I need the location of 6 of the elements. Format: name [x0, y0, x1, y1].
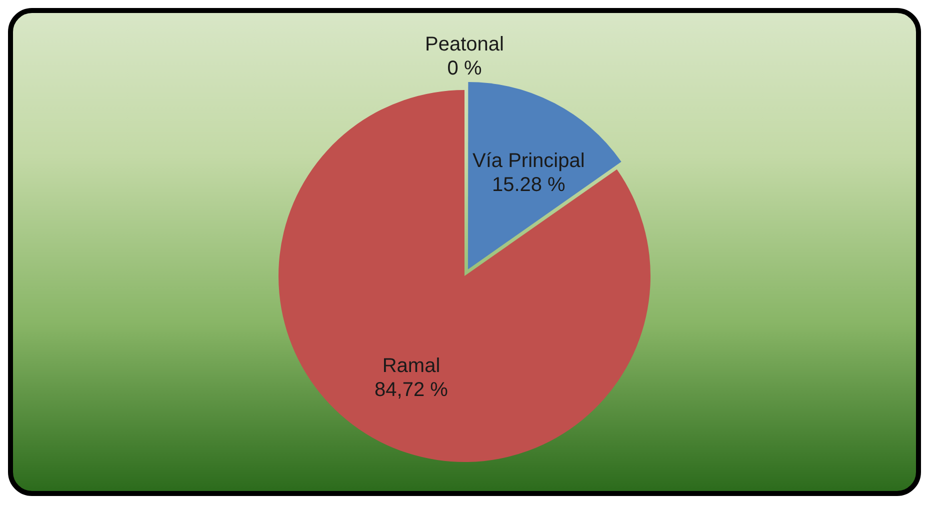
slice-label: Ramal	[382, 354, 440, 377]
data-label: 15.28 %	[492, 174, 566, 196]
category-label: Peatonal	[425, 33, 504, 56]
slice-label: Vía Principal	[472, 150, 585, 172]
data-label: 84,72 %	[374, 378, 448, 401]
text: 0 %	[447, 57, 482, 80]
